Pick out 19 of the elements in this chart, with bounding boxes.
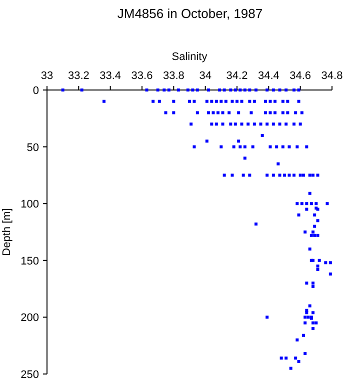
- x-tick-label: 34.6: [290, 70, 312, 82]
- x-tick-label: 34.8: [321, 70, 343, 82]
- y-tick-label: 250: [20, 369, 39, 381]
- y-tick-label: 50: [26, 142, 39, 154]
- x-tick-label: 34.2: [226, 70, 248, 82]
- y-axis-title: Depth [m]: [1, 208, 13, 256]
- x-tick-label: 33.2: [68, 70, 90, 82]
- y-tick-label: 150: [20, 255, 39, 268]
- x-axis-title: Salinity: [172, 51, 208, 63]
- y-tick-label: 200: [20, 312, 39, 324]
- chart-title: JM4856 in October, 1987: [117, 6, 263, 21]
- y-tick-label: 0: [32, 85, 39, 97]
- x-tick-label: 33: [40, 70, 54, 82]
- x-tick-label: 33.8: [162, 70, 184, 82]
- y-tick-label: 100: [20, 198, 39, 211]
- x-tick-label: 33.6: [131, 70, 153, 82]
- x-tick-label: 34.4: [258, 70, 280, 82]
- x-tick-label: 34: [199, 70, 212, 82]
- x-tick-label: 33.4: [100, 70, 122, 82]
